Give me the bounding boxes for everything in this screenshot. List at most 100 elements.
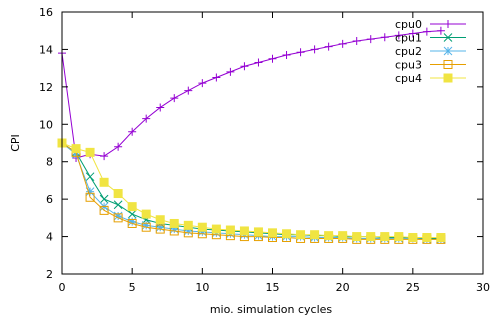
x-tick-label: 10 (195, 281, 209, 294)
data-point-cpu3 (99, 205, 109, 215)
data-point-cpu3 (85, 192, 95, 202)
legend-marker-cpu0 (444, 20, 452, 28)
data-point-cpu2 (71, 149, 81, 159)
data-point-cpu1 (113, 200, 123, 210)
data-point-cpu0 (254, 58, 263, 67)
y-tick-label: 6 (46, 193, 53, 206)
y-tick-label: 12 (39, 81, 53, 94)
data-point-cpu0 (282, 51, 291, 60)
data-point-cpu4 (253, 227, 263, 237)
data-point-cpu4 (324, 231, 334, 241)
y-tick-label: 14 (39, 43, 53, 56)
legend-marker-cpu1 (443, 33, 453, 42)
data-point-cpu2 (85, 187, 95, 197)
data-point-cpu0 (422, 27, 431, 36)
data-point-cpu0 (380, 33, 389, 42)
series-line-cpu0 (61, 30, 441, 159)
x-tick-label: 0 (59, 281, 66, 294)
data-point-cpu4 (99, 177, 109, 187)
data-point-cpu4 (225, 225, 235, 235)
y-axis-label: CPI (9, 134, 22, 152)
data-point-cpu4 (169, 218, 179, 228)
data-point-cpu4 (380, 232, 390, 242)
data-point-cpu0 (408, 29, 417, 38)
legend-marker-cpu4 (443, 73, 453, 83)
y-tick-label: 4 (46, 231, 53, 244)
legend-label-cpu0: cpu0 (395, 18, 422, 31)
x-axis-label: mio. simulation cycles (210, 303, 333, 316)
data-point-cpu4 (352, 232, 362, 242)
data-point-cpu0 (184, 86, 193, 95)
plot-area (57, 26, 446, 244)
data-point-cpu2 (197, 227, 207, 237)
data-point-cpu0 (436, 26, 445, 35)
axis-ticks: 0 5 10 15 20 25 30 2 4 6 8 10 12 14 16 (39, 6, 490, 294)
legend-label-cpu4: cpu4 (395, 72, 422, 85)
data-point-cpu2 (183, 226, 193, 236)
data-point-cpu4 (141, 209, 151, 219)
data-point-cpu0 (128, 127, 137, 136)
legend-label-cpu1: cpu1 (395, 32, 422, 45)
data-point-cpu4 (436, 233, 446, 243)
x-tick-label: 30 (476, 281, 490, 294)
data-point-cpu0 (268, 54, 277, 63)
series-cpu0 (58, 26, 445, 162)
data-point-cpu0 (226, 67, 235, 76)
x-tick-label: 25 (406, 281, 420, 294)
data-point-cpu4 (338, 231, 348, 241)
data-point-cpu0 (394, 31, 403, 40)
data-point-cpu0 (296, 48, 305, 57)
data-point-cpu4 (113, 189, 123, 199)
series-line-cpu2 (61, 142, 441, 240)
data-point-cpu4 (408, 233, 418, 243)
data-point-cpu4 (296, 230, 306, 240)
legend-label-cpu2: cpu2 (395, 45, 422, 58)
series-line-cpu3 (61, 142, 441, 240)
data-point-cpu3 (141, 222, 151, 232)
data-point-cpu0 (170, 94, 179, 103)
data-point-cpu4 (183, 220, 193, 230)
data-point-cpu0 (310, 45, 319, 54)
data-point-cpu0 (338, 39, 347, 48)
data-point-cpu4 (71, 144, 81, 154)
data-point-cpu2 (127, 217, 137, 226)
data-point-cpu1 (85, 172, 95, 182)
x-tick-label: 20 (336, 281, 350, 294)
data-point-cpu2 (113, 211, 123, 221)
data-point-cpu4 (394, 232, 404, 242)
data-point-cpu3 (127, 218, 137, 228)
data-point-cpu4 (197, 222, 207, 232)
data-point-cpu0 (100, 152, 109, 161)
series-line-cpu4 (61, 142, 441, 239)
data-point-cpu2 (155, 222, 165, 232)
data-point-cpu4 (310, 230, 320, 240)
data-point-cpu4 (422, 233, 432, 243)
data-point-cpu0 (114, 142, 123, 151)
data-point-cpu4 (268, 228, 277, 238)
data-point-cpu3 (113, 213, 123, 223)
legend-label-cpu3: cpu3 (395, 59, 422, 72)
y-tick-label: 10 (39, 118, 53, 131)
data-point-cpu4 (127, 202, 137, 212)
data-point-cpu4 (211, 224, 221, 234)
data-point-cpu1 (127, 209, 137, 219)
y-tick-label: 8 (46, 156, 53, 169)
data-point-cpu0 (240, 62, 249, 71)
data-point-cpu0 (352, 37, 361, 46)
data-point-cpu0 (212, 73, 221, 82)
data-point-cpu4 (239, 226, 249, 236)
data-point-cpu0 (142, 114, 151, 123)
y-tick-label: 2 (46, 268, 53, 281)
legend-marker-cpu2 (443, 46, 453, 56)
data-point-cpu1 (99, 194, 109, 204)
data-point-cpu0 (366, 35, 375, 44)
data-point-cpu3 (155, 224, 165, 234)
data-point-cpu0 (324, 42, 333, 51)
data-point-cpu2 (169, 224, 179, 234)
data-point-cpu4 (155, 215, 165, 225)
legend-marker-cpu3 (443, 60, 453, 69)
series-cpu4 (57, 138, 446, 243)
x-tick-label: 5 (129, 281, 136, 294)
data-point-cpu4 (366, 232, 376, 242)
